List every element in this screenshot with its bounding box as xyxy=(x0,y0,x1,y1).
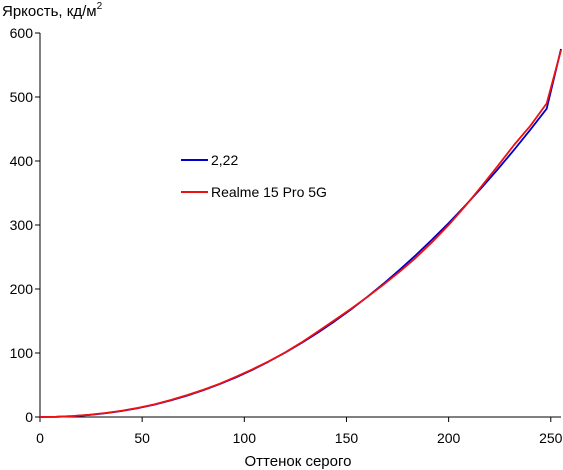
legend-label-1: 2,22 xyxy=(211,152,238,168)
y-tick-label: 300 xyxy=(10,217,34,233)
x-tick-label: 50 xyxy=(134,430,150,446)
y-axis-title: Яркость, кд/м2 xyxy=(2,1,103,20)
x-tick-label: 150 xyxy=(335,430,359,446)
y-tick-label: 0 xyxy=(25,409,33,425)
series-layer xyxy=(39,48,562,418)
series-line-2 xyxy=(39,50,562,418)
x-tick-label: 100 xyxy=(233,430,257,446)
y-axis-title-superscript: 2 xyxy=(97,1,103,12)
x-axis-title: Оттенок серого xyxy=(245,453,352,470)
legend-label-2: Realme 15 Pro 5G xyxy=(211,184,327,200)
legend: 2,22 Realme 15 Pro 5G xyxy=(181,152,327,200)
y-axis-title-text: Яркость, кд/м xyxy=(2,3,97,20)
y-tick-label: 500 xyxy=(10,89,34,105)
y-tick-label: 100 xyxy=(10,345,34,361)
y-tick-label: 200 xyxy=(10,281,34,297)
y-tick-label: 600 xyxy=(10,25,34,41)
y-tick-label: 400 xyxy=(10,153,34,169)
x-tick-label: 0 xyxy=(36,430,44,446)
series-line-1 xyxy=(39,48,562,418)
axes: 0 100 200 300 400 500 600 0 50 100 150 200 250 xyxy=(10,25,563,446)
x-tick-label: 250 xyxy=(539,430,563,446)
x-tick-label: 200 xyxy=(437,430,461,446)
